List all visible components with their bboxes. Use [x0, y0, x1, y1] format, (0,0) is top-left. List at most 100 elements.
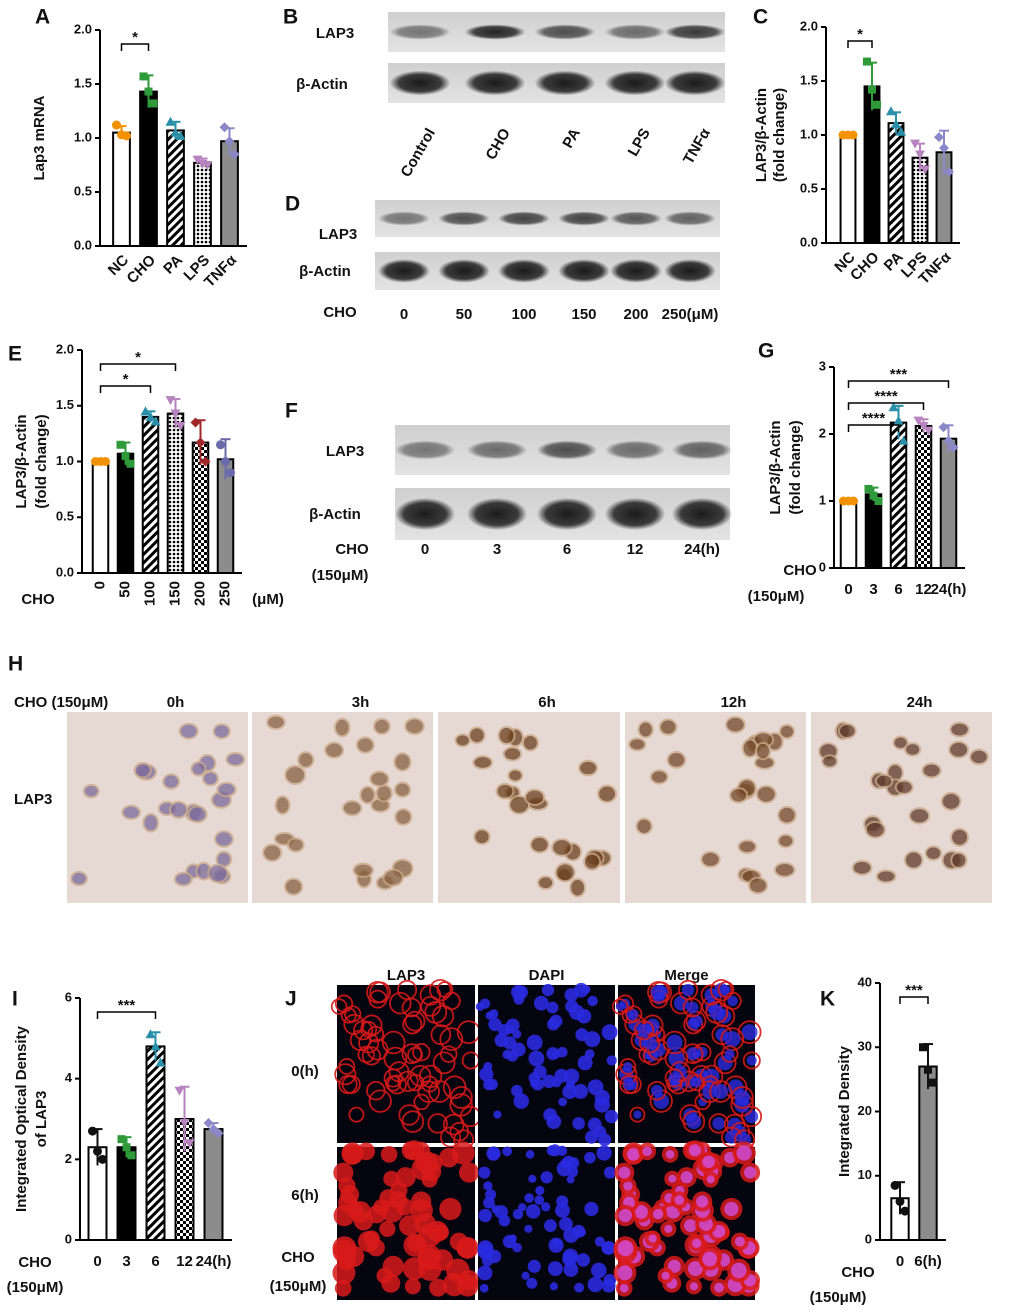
nucleus [483, 1078, 495, 1091]
nucleus [584, 1201, 599, 1217]
bar [145, 1045, 166, 1242]
panel-letter: G [758, 340, 774, 363]
blot-band [604, 24, 666, 40]
blot-band [498, 259, 550, 283]
nucleus [541, 983, 555, 997]
nucleus [562, 1155, 575, 1169]
lane-label: 24(h) [684, 541, 720, 558]
data-point [190, 417, 201, 428]
blot-band [664, 259, 716, 283]
cell [619, 1074, 639, 1095]
y-tick-label: 1.5 [74, 75, 92, 90]
data-point [221, 457, 230, 466]
nucleus [596, 1145, 612, 1161]
x-axis-label: (150μM) [810, 1289, 867, 1306]
data-point [112, 120, 121, 130]
x-tick-label: 24(h) [196, 1253, 232, 1270]
y-tick-label: 0.0 [800, 234, 818, 249]
data-point [122, 1143, 131, 1152]
nucleus [598, 1133, 612, 1147]
nucleus [741, 1024, 758, 1041]
cell [332, 1236, 357, 1261]
blot-band [604, 497, 666, 531]
nucleus [483, 1181, 493, 1191]
cell [924, 845, 943, 861]
blot-band [664, 211, 716, 226]
time-label: 24h [907, 694, 933, 711]
cell [401, 1043, 423, 1065]
cell [283, 877, 304, 896]
cell [754, 741, 772, 761]
cell [333, 1204, 355, 1227]
channel-label: LAP3 [387, 967, 425, 984]
cell [429, 1278, 448, 1297]
lane-prefix: CHO [335, 541, 369, 558]
data-point [150, 1041, 161, 1051]
data-point [888, 402, 899, 412]
nucleus [528, 1174, 537, 1183]
nucleus [618, 1208, 632, 1223]
x-axis-unit: (μM) [252, 591, 284, 608]
data-point [898, 435, 909, 445]
lane-label: 0 [421, 541, 429, 558]
nucleus [559, 1217, 573, 1231]
lane-label: 250(μM) [662, 306, 719, 323]
blot-band [438, 211, 490, 226]
cell [741, 738, 759, 759]
cell [393, 752, 412, 772]
lane-label: 200 [623, 306, 648, 323]
blot-band [378, 259, 430, 283]
cell [424, 1000, 448, 1024]
cell [449, 1093, 473, 1117]
cell [401, 1110, 425, 1133]
y-tick-label: 1 [819, 492, 826, 507]
cell [451, 1141, 475, 1165]
blot-band [394, 497, 456, 531]
x-tick-label: 6 [151, 1253, 159, 1270]
nucleus [528, 1072, 540, 1084]
blot-band [438, 259, 490, 283]
nucleus [572, 1224, 586, 1238]
nucleus [713, 1084, 728, 1099]
nucleus [533, 995, 549, 1011]
nucleus [702, 1155, 715, 1169]
cell [677, 979, 699, 1001]
nucleus [721, 985, 731, 994]
nucleus [535, 1185, 545, 1196]
data-point [144, 87, 153, 96]
cell [178, 722, 199, 740]
data-point [919, 1043, 927, 1052]
nucleus [661, 1271, 670, 1280]
blot-band [498, 211, 550, 226]
cell [950, 827, 970, 847]
nucleus [524, 1224, 533, 1233]
cell [380, 1146, 398, 1163]
data-point [117, 1135, 126, 1144]
data-point [165, 396, 176, 406]
nucleus [527, 1259, 541, 1273]
y-tick-label: 30 [858, 1039, 872, 1054]
significance-label: *** [118, 997, 136, 1014]
cell [358, 1032, 380, 1054]
significance-label: * [857, 26, 863, 43]
nucleus [544, 1219, 557, 1232]
nucleus [673, 995, 689, 1011]
data-point [918, 421, 929, 431]
y-tick-label: 1.0 [74, 129, 92, 144]
data-point [224, 136, 235, 147]
cell [427, 1113, 448, 1134]
cell [683, 1014, 704, 1035]
bar [112, 131, 131, 248]
condition-label: CHO (150μM) [14, 694, 108, 711]
nucleus [714, 1282, 725, 1293]
data-point [229, 149, 240, 160]
nucleus [686, 1114, 702, 1130]
y-tick-label: 2 [65, 1151, 72, 1166]
cell [682, 1043, 704, 1065]
blot-band [466, 497, 528, 531]
cell [710, 978, 733, 1002]
nucleus [511, 984, 526, 1000]
blot-band [664, 24, 726, 40]
nucleus [653, 1093, 669, 1109]
